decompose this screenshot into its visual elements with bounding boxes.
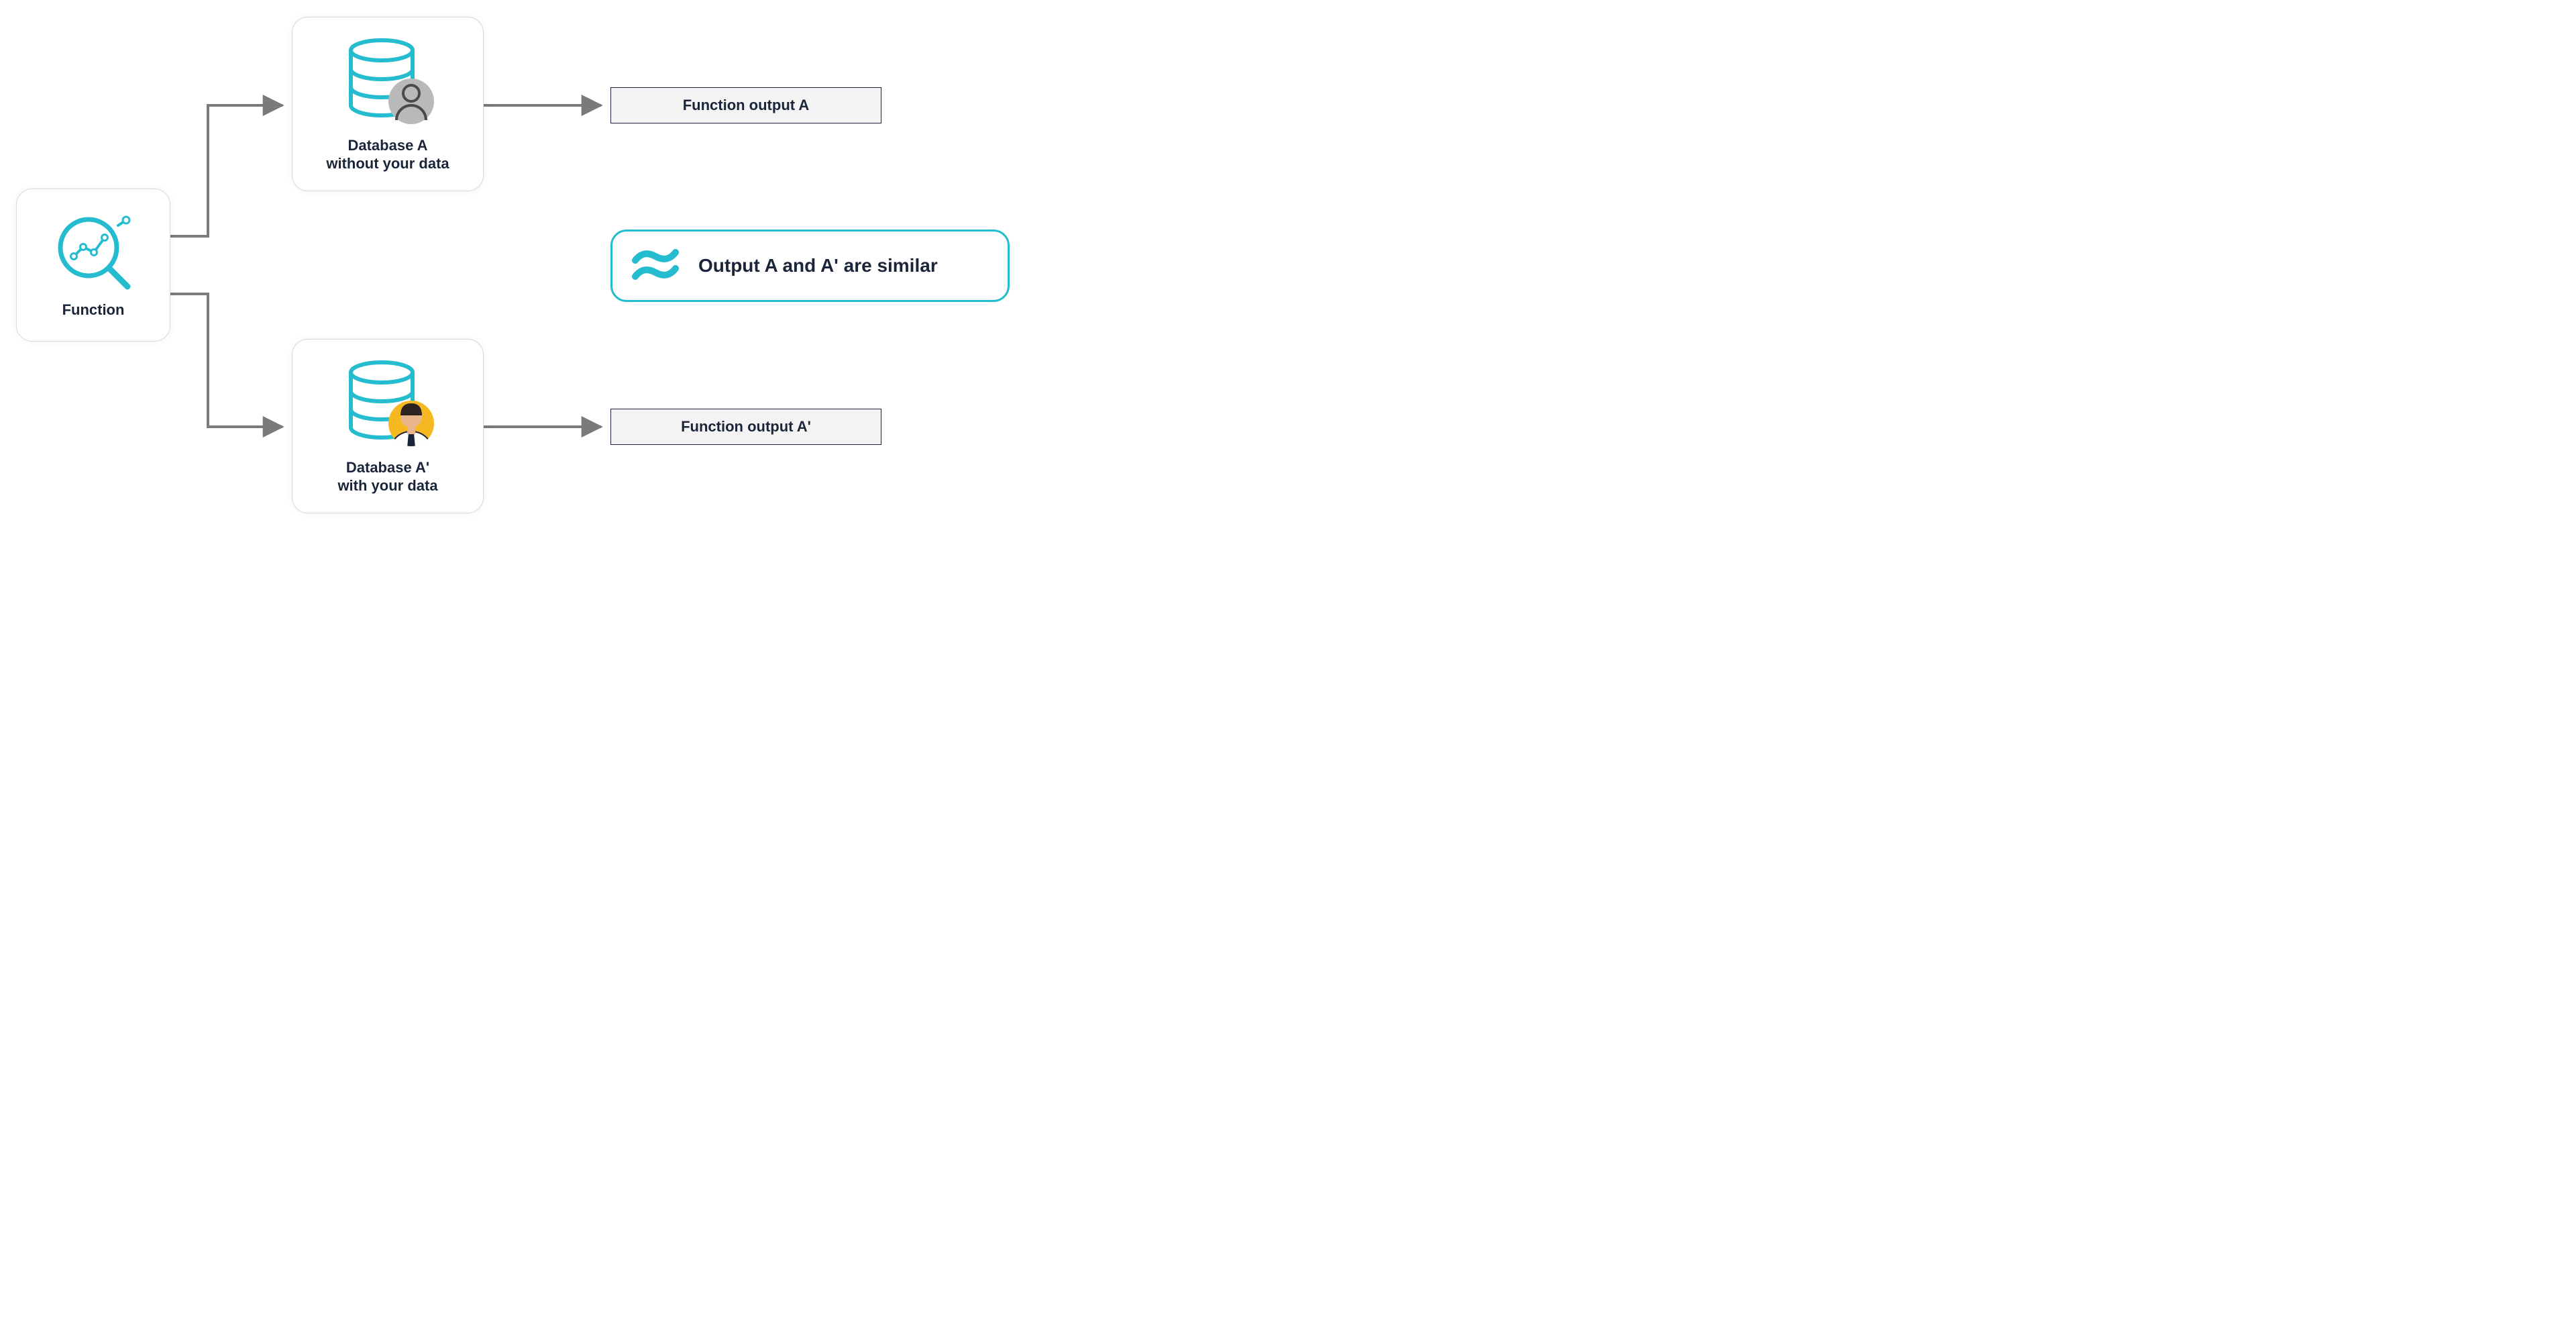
node-database-a: Database A without your data [292, 17, 484, 191]
node-database-ap-label-line1: Database A' [346, 459, 429, 476]
node-database-a-label: Database A without your data [326, 136, 449, 173]
node-database-ap: Database A' with your data [292, 339, 484, 513]
database-yellow-user-icon [337, 358, 438, 452]
magnifier-analytics-icon [50, 211, 137, 291]
node-database-ap-label-line2: with your data [337, 477, 437, 494]
database-gray-user-icon [337, 36, 438, 130]
node-function: Function [16, 189, 170, 342]
similar-label: Output A and A' are similar [698, 255, 938, 276]
output-ap-box: Function output A' [610, 409, 881, 445]
node-function-label: Function [62, 301, 125, 319]
approx-equal-icon [631, 247, 680, 285]
diagram-canvas: Function Database A without your data [0, 0, 1030, 530]
output-a-box: Function output A [610, 87, 881, 123]
output-a-label: Function output A [683, 97, 810, 114]
similar-box: Output A and A' are similar [610, 230, 1010, 302]
edge-function-to-db-a [170, 105, 282, 236]
output-ap-label: Function output A' [681, 418, 811, 436]
edge-function-to-db-ap [170, 294, 282, 427]
node-database-a-label-line1: Database A [347, 137, 427, 154]
node-database-ap-label: Database A' with your data [337, 458, 437, 495]
node-database-a-label-line2: without your data [326, 155, 449, 172]
